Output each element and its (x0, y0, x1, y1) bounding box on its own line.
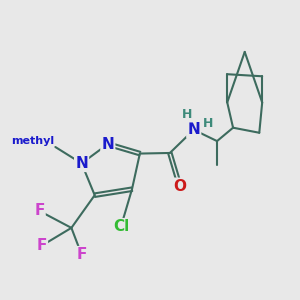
Text: H: H (203, 117, 214, 130)
Text: N: N (188, 122, 200, 137)
Text: methyl: methyl (11, 136, 54, 146)
Text: F: F (76, 247, 87, 262)
Text: Cl: Cl (113, 219, 129, 234)
Text: N: N (101, 136, 114, 152)
Text: H: H (182, 108, 193, 122)
Text: F: F (37, 238, 47, 253)
Text: F: F (34, 203, 44, 218)
Text: N: N (75, 156, 88, 171)
Text: O: O (173, 179, 186, 194)
